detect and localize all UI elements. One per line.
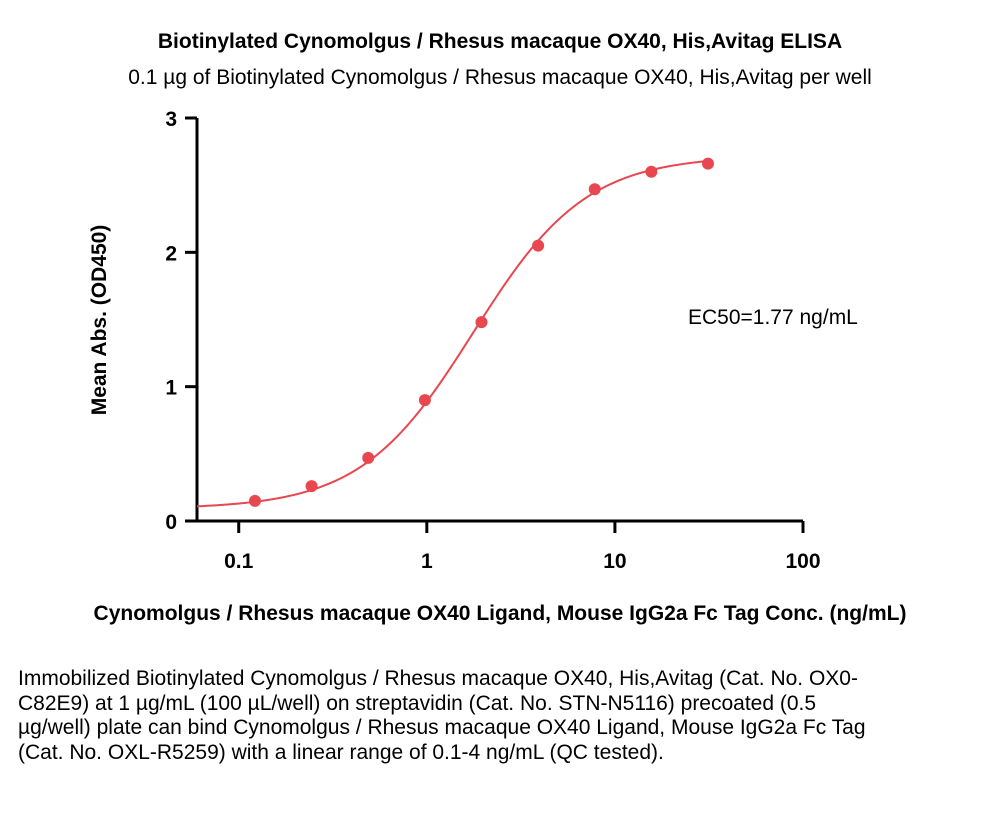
data-point (588, 183, 601, 196)
elisa-chart: 0 1 2 3 0.1 1 10 100 Mean Abs. (OD450) Cynomolg… (88, 108, 907, 625)
data-point (532, 239, 545, 252)
ec50-annotation: EC50=1.77 ng/mL (688, 306, 858, 329)
data-point (418, 394, 431, 407)
chart-subtitle: 0.1 µg of Biotinylated Cynomolgus / Rhes… (128, 66, 872, 89)
y-tick-label: 0 (165, 511, 177, 534)
y-tick-label: 1 (165, 377, 177, 400)
y-tick-label: 2 (165, 242, 177, 265)
x-tick-label: 0.1 (224, 550, 254, 573)
data-points (248, 157, 714, 507)
x-tick-label: 100 (785, 550, 820, 573)
data-point (475, 316, 488, 329)
x-axis-label: Cynomolgus / Rhesus macaque OX40 Ligand,… (94, 602, 907, 625)
data-point (248, 494, 261, 507)
fit-curve (196, 160, 709, 508)
data-point (645, 165, 658, 178)
data-point (305, 480, 318, 493)
chart-axes: 0 1 2 3 0.1 1 10 100 (165, 108, 820, 573)
x-tick-label: 10 (603, 550, 626, 573)
figure-caption: Immobilized Biotinylated Cynomolgus / Rh… (18, 667, 866, 764)
data-point (362, 451, 375, 464)
x-tick-label: 1 (421, 550, 433, 573)
chart-title: Biotinylated Cynomolgus / Rhesus macaque… (157, 30, 843, 53)
data-point (701, 157, 714, 170)
y-tick-label: 3 (165, 108, 177, 131)
y-axis-label: Mean Abs. (OD450) (88, 225, 111, 416)
